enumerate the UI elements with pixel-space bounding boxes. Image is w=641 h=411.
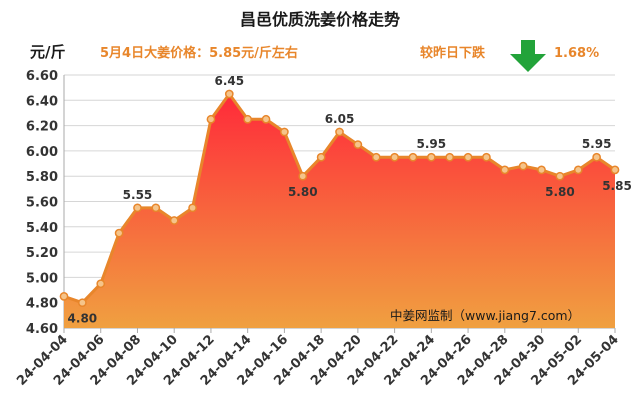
data-point <box>353 140 363 149</box>
chart-title: 昌邑优质洗姜价格走势 <box>240 10 400 29</box>
y-tick-label: 6.00 <box>26 145 58 160</box>
data-label: 5.55 <box>123 188 153 202</box>
data-point <box>261 114 271 124</box>
data-point <box>96 279 106 289</box>
data-point <box>592 152 601 162</box>
y-tick-label: 5.20 <box>26 246 58 261</box>
data-point <box>243 114 253 124</box>
y-axis-label: 元/斤 <box>30 43 65 61</box>
price-note: 5月4日大姜价格：5.85元/斤左右 <box>100 45 298 61</box>
data-label: 5.80 <box>545 185 575 199</box>
y-tick-label: 5.00 <box>26 271 58 286</box>
data-point <box>463 152 473 162</box>
data-point <box>518 161 528 171</box>
y-tick-label: 6.20 <box>26 120 58 135</box>
data-point <box>133 203 142 213</box>
data-point <box>445 152 455 162</box>
data-point <box>59 292 69 301</box>
data-point <box>555 171 565 181</box>
series-points <box>59 89 620 308</box>
data-point <box>188 203 197 213</box>
data-point <box>482 152 491 162</box>
data-label: 5.95 <box>582 137 612 151</box>
data-point <box>426 152 436 162</box>
source-credit: 中姜网监制（www.jiang7.com） <box>390 308 580 323</box>
change-note: 较昨日下跌 <box>420 45 486 61</box>
price-area <box>64 93 615 328</box>
y-tick-label: 5.80 <box>26 170 58 185</box>
change-value: 1.68% <box>554 46 599 61</box>
data-point <box>408 152 418 162</box>
data-label: 4.80 <box>68 312 98 326</box>
data-label: 6.45 <box>214 74 244 88</box>
data-point <box>335 127 344 137</box>
data-point <box>316 152 326 162</box>
data-label: 5.95 <box>417 137 447 151</box>
data-point <box>280 127 289 137</box>
data-point <box>78 298 87 308</box>
data-point <box>114 228 124 238</box>
x-tick-labels: 24-04-0424-04-0624-04-0824-04-1024-04-12… <box>14 328 622 389</box>
y-tick-label: 6.60 <box>26 69 58 84</box>
data-point <box>151 203 161 213</box>
y-tick-label: 6.40 <box>26 94 58 109</box>
data-label: 5.80 <box>288 185 318 199</box>
down-arrow-icon <box>510 40 546 72</box>
data-labels: 4.80 5.55 6.45 5.80 6.05 5.95 5.80 5.95 5.85 <box>68 74 632 326</box>
data-point <box>224 89 234 99</box>
y-tick-label: 5.40 <box>26 221 58 236</box>
area-fill <box>64 93 615 328</box>
data-point <box>610 165 620 175</box>
data-point <box>390 152 399 162</box>
y-tick-labels: 4.60 4.80 5.00 5.20 5.40 5.60 5.80 6.00 6.20 6.40… <box>26 69 58 337</box>
data-point <box>371 152 381 162</box>
data-point <box>169 216 179 225</box>
y-tick-label: 4.60 <box>26 322 58 337</box>
y-tick-label: 5.60 <box>26 196 58 211</box>
data-point <box>206 114 216 124</box>
data-point <box>298 171 308 181</box>
y-tick-label: 4.80 <box>26 297 58 312</box>
data-label: 6.05 <box>325 112 355 126</box>
data-point <box>500 165 510 175</box>
data-point <box>573 165 583 175</box>
data-label: 5.85 <box>602 179 632 193</box>
data-point <box>537 165 546 175</box>
